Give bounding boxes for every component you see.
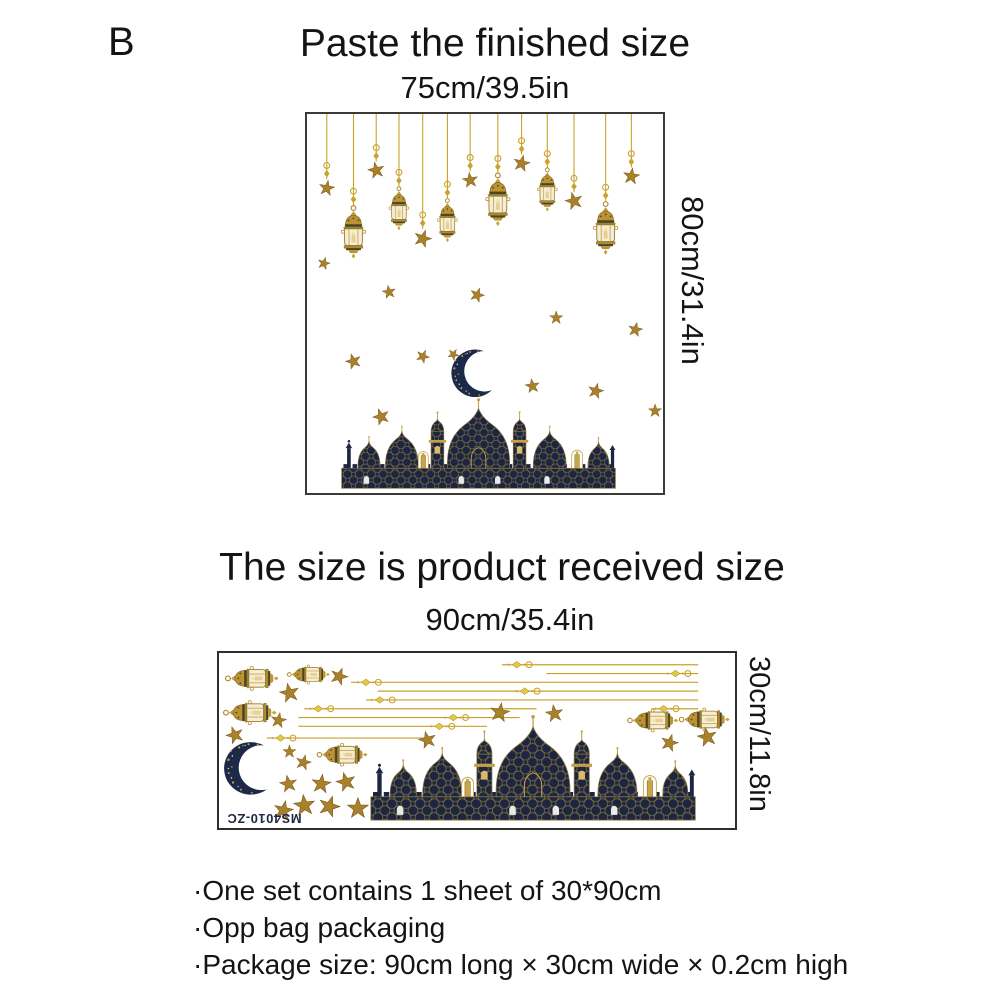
- sticker-sheet-artwork: [220, 660, 731, 828]
- product-notes: ·One set contains 1 sheet of 30*90cm ·Op…: [193, 872, 848, 983]
- finished-width-label: 75cm/39.5in: [400, 70, 570, 105]
- note-line-1: ·One set contains 1 sheet of 30*90cm: [193, 875, 662, 906]
- note-line-2: ·Opp bag packaging: [193, 912, 446, 943]
- finished-size-panel: [305, 112, 665, 495]
- variant-label: B: [108, 20, 135, 64]
- crescent-moon-icon: [451, 349, 505, 398]
- mosque-silhouette: [371, 715, 695, 820]
- sheet-code: MS4010-ZC: [227, 811, 302, 826]
- mosque-silhouette: [342, 398, 616, 488]
- finished-height-label: 80cm/31.4in: [675, 196, 710, 365]
- finished-size-artwork: [316, 114, 662, 493]
- chain-strip-icon: [266, 664, 699, 739]
- received-height-label: 30cm/11.8in: [743, 656, 775, 812]
- received-width-label: 90cm/35.4in: [425, 602, 595, 637]
- hanging-lantern-icon: [340, 167, 619, 260]
- finished-size-title: Paste the finished size: [299, 22, 691, 65]
- crescent-moon-icon: [220, 738, 288, 799]
- received-size-title: The size is product received size: [219, 546, 785, 589]
- received-size-panel: MS4010-ZC: [217, 651, 737, 830]
- chain-ornament-icon: [323, 137, 635, 228]
- note-line-3: ·Package size: 90cm long × 30cm wide × 0…: [193, 949, 849, 980]
